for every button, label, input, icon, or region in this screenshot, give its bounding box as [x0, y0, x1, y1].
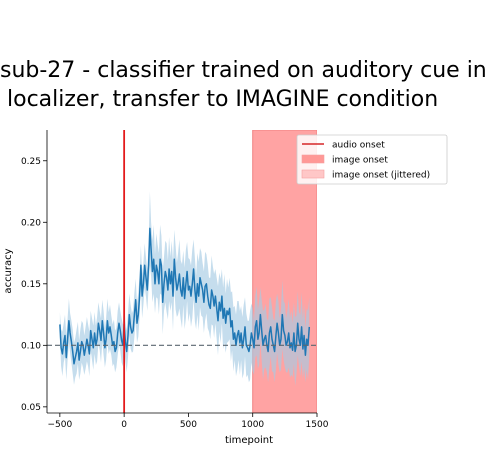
plot-inner	[47, 130, 317, 413]
x-tick-label: −500	[47, 420, 72, 430]
chart-title-line-1: sub-27 - classifier trained on auditory …	[0, 58, 487, 83]
x-tick-label: 0	[121, 420, 127, 430]
legend-swatch-image-onset-jittered	[301, 169, 325, 179]
mean-accuracy-line-0	[59, 227, 311, 365]
x-tick-label: 500	[180, 420, 197, 430]
legend-label-image-onset: image onset	[332, 156, 388, 166]
chart-title-line-2: localizer, transfer to IMAGINE condition	[0, 87, 439, 112]
y-tick-label: 0.20	[21, 218, 41, 228]
y-tick-label: 0.25	[21, 157, 41, 167]
legend-label-audio-onset: audio onset	[332, 141, 385, 151]
y-tick-label: 0.10	[21, 341, 41, 351]
x-tick-label: 1000	[241, 420, 264, 430]
chart-title: sub-27 - classifier trained on auditory …	[0, 56, 489, 114]
legend: audio onset image onset image onset (jitte…	[296, 134, 448, 185]
legend-label-image-onset-jittered: image onset (jittered)	[332, 171, 430, 181]
y-tick-label: 0.05	[21, 403, 41, 413]
x-tick-label: 1500	[306, 420, 329, 430]
y-tick-label: 0.15	[21, 280, 41, 290]
legend-swatch-image-onset	[301, 154, 325, 164]
y-axis-label: accuracy	[3, 248, 14, 293]
plot-area	[47, 130, 317, 413]
legend-frame	[296, 134, 448, 185]
axes: timepoint accuracy −500 0 500 1000 1500 0.05 0…	[3, 130, 329, 446]
x-axis-label: timepoint	[225, 435, 273, 446]
